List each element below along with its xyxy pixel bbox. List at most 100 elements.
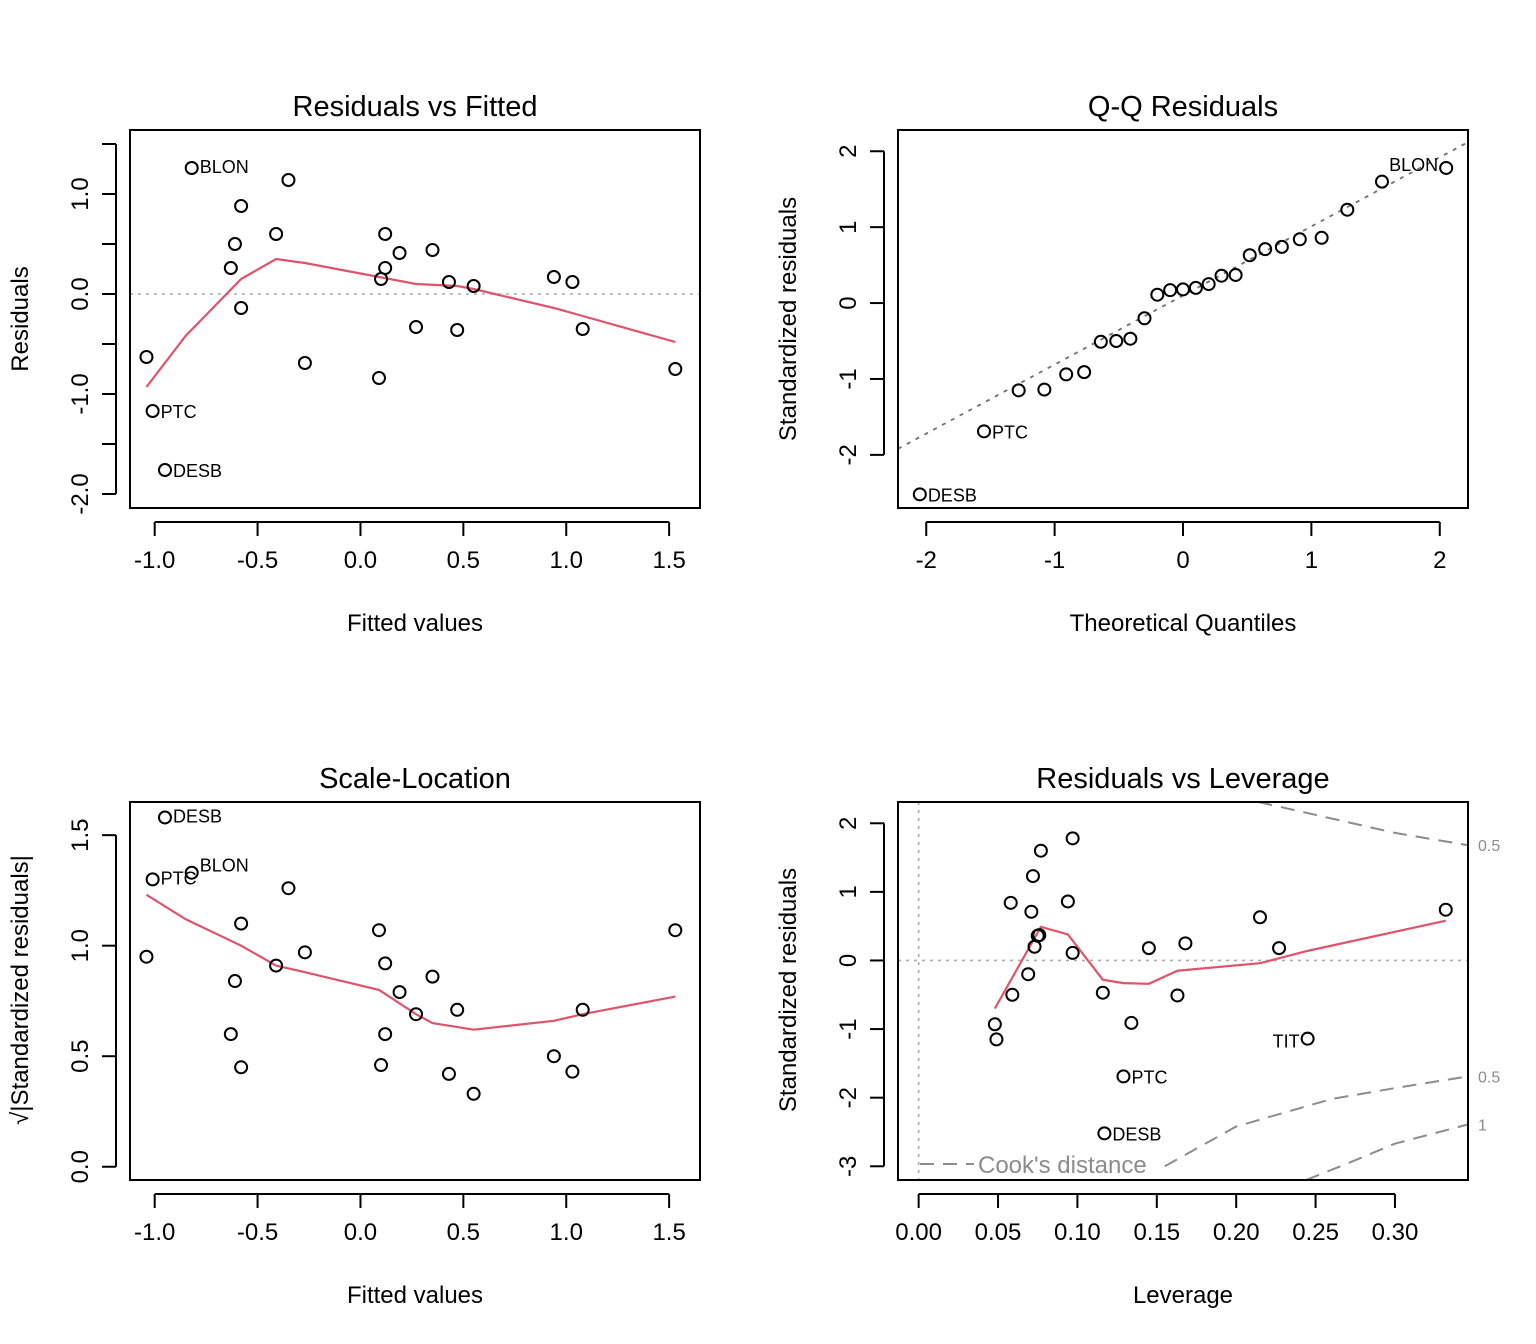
data-point bbox=[1274, 239, 1289, 254]
data-point bbox=[371, 923, 386, 938]
data-point bbox=[1116, 1069, 1131, 1084]
data-point bbox=[234, 301, 249, 315]
data-point bbox=[977, 424, 992, 439]
point-label: DESB bbox=[1112, 1124, 1161, 1144]
data-point bbox=[441, 275, 456, 289]
point-label: PTC bbox=[161, 402, 197, 422]
y-tick-label: -2.0 bbox=[67, 473, 94, 514]
data-point bbox=[575, 322, 590, 336]
point-label: PTC bbox=[161, 868, 197, 888]
data-point bbox=[425, 969, 440, 984]
x-tick-label: 0.0 bbox=[344, 1219, 377, 1246]
data-point bbox=[1228, 267, 1243, 282]
x-tick-label: 0.5 bbox=[447, 547, 480, 574]
data-point bbox=[1292, 232, 1307, 247]
chart-title: Residuals vs Leverage bbox=[1036, 763, 1329, 795]
data-point bbox=[139, 350, 154, 364]
data-point bbox=[1214, 268, 1229, 283]
x-tick-label: 0.15 bbox=[1133, 1219, 1180, 1246]
data-point bbox=[1003, 895, 1018, 910]
x-tick-label: 0.20 bbox=[1213, 1219, 1260, 1246]
y-axis-label: Standardized residuals bbox=[775, 868, 802, 1112]
cooks-distance-contour bbox=[1305, 1123, 1468, 1180]
x-tick-label: 0.00 bbox=[895, 1219, 942, 1246]
data-point bbox=[269, 958, 284, 973]
scale-location-panel: Scale-Location Fitted values √|Standardi… bbox=[7, 763, 701, 1309]
data-point bbox=[1024, 904, 1039, 919]
x-axis-label: Fitted values bbox=[347, 1282, 483, 1309]
x-tick-label: 1.0 bbox=[550, 1219, 583, 1246]
y-tick-label: 1.0 bbox=[67, 929, 94, 962]
data-point bbox=[1059, 367, 1074, 382]
y-tick-label: -2 bbox=[835, 1087, 862, 1108]
data-point bbox=[234, 916, 249, 931]
y-tick-label: 1 bbox=[835, 220, 862, 233]
plot-frame bbox=[897, 129, 1469, 509]
data-point bbox=[378, 1027, 393, 1042]
y-tick-label: -1 bbox=[835, 1018, 862, 1039]
qq-residuals-panel: Q-Q Residuals Theoretical Quantiles Stan… bbox=[775, 91, 1469, 637]
data-point bbox=[668, 923, 683, 938]
chart-title: Residuals vs Fitted bbox=[293, 91, 538, 123]
plot-frame bbox=[897, 801, 1469, 1181]
data-point bbox=[1340, 202, 1355, 217]
cooks-level-label: 0.5 bbox=[1478, 1069, 1500, 1086]
data-point bbox=[297, 945, 312, 960]
y-tick-label: 1.5 bbox=[67, 818, 94, 851]
data-point bbox=[281, 881, 296, 896]
data-point bbox=[1242, 248, 1257, 263]
data-point bbox=[409, 320, 424, 334]
data-point bbox=[378, 261, 393, 275]
x-axis-label: Fitted values bbox=[347, 610, 483, 637]
point-label: BLON bbox=[200, 157, 249, 177]
y-tick-label: -1.0 bbox=[67, 373, 94, 414]
y-tick-label: -3 bbox=[835, 1156, 862, 1177]
data-point bbox=[1150, 287, 1165, 302]
data-point bbox=[425, 243, 440, 257]
x-tick-label: 1.5 bbox=[652, 1219, 685, 1246]
data-point bbox=[1097, 1126, 1112, 1141]
data-point bbox=[1065, 831, 1080, 846]
y-tick-label: 0 bbox=[835, 954, 862, 967]
data-point bbox=[1032, 928, 1047, 943]
data-point bbox=[409, 1007, 424, 1022]
chart-title: Scale-Location bbox=[319, 763, 511, 795]
data-point bbox=[1170, 988, 1185, 1003]
data-point bbox=[1033, 843, 1048, 858]
data-point bbox=[1438, 902, 1453, 917]
data-point bbox=[1439, 160, 1454, 175]
data-point bbox=[565, 275, 580, 289]
x-tick-label: -0.5 bbox=[237, 1219, 278, 1246]
data-point bbox=[297, 356, 312, 370]
data-point bbox=[378, 227, 393, 241]
point-label: PTC bbox=[992, 422, 1028, 442]
y-axis-label: Standardized residuals bbox=[775, 197, 802, 441]
data-point bbox=[1065, 945, 1080, 960]
y-axis-label: √|Standardized residuals| bbox=[7, 855, 34, 1125]
plot-frame bbox=[129, 801, 701, 1181]
data-point bbox=[450, 1002, 465, 1017]
data-point bbox=[1037, 382, 1052, 397]
data-point bbox=[223, 1027, 238, 1042]
y-tick-label: 0.0 bbox=[67, 277, 94, 310]
data-point bbox=[1300, 1031, 1315, 1046]
x-tick-label: 0.25 bbox=[1292, 1219, 1339, 1246]
data-point bbox=[374, 1058, 389, 1073]
data-point bbox=[1137, 311, 1152, 326]
data-point bbox=[450, 323, 465, 337]
data-point bbox=[466, 279, 481, 293]
data-point bbox=[1124, 1015, 1139, 1030]
data-point bbox=[1011, 383, 1026, 398]
x-tick-label: -1.0 bbox=[134, 547, 175, 574]
data-point bbox=[392, 985, 407, 1000]
point-label: DESB bbox=[173, 806, 222, 826]
data-point bbox=[987, 1017, 1002, 1032]
data-point bbox=[157, 463, 172, 477]
data-point bbox=[1178, 936, 1193, 951]
data-point bbox=[184, 161, 199, 175]
y-tick-label: 1 bbox=[835, 885, 862, 898]
data-point bbox=[1095, 985, 1110, 1000]
x-tick-label: -0.5 bbox=[237, 547, 278, 574]
plot-area bbox=[145, 893, 676, 1031]
